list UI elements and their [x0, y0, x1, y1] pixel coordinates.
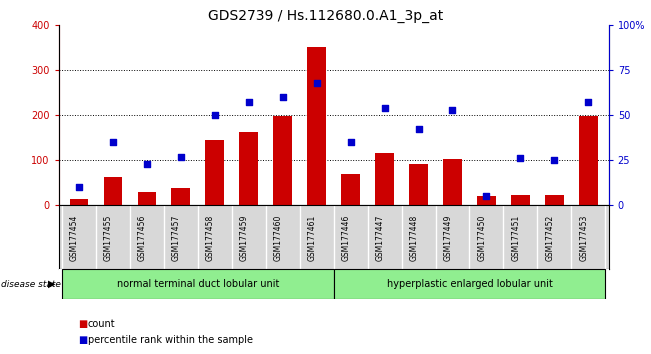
Text: GSM177448: GSM177448 — [409, 215, 419, 261]
Bar — [545, 195, 564, 205]
Text: GSM177447: GSM177447 — [376, 215, 385, 261]
Text: GSM177456: GSM177456 — [138, 215, 147, 261]
Point — [277, 94, 288, 100]
Bar — [104, 177, 122, 205]
Point — [549, 157, 560, 163]
Bar — [333, 269, 605, 299]
Text: GSM177455: GSM177455 — [104, 215, 113, 261]
Text: GSM177452: GSM177452 — [546, 215, 555, 261]
Bar — [375, 153, 394, 205]
Bar — [62, 269, 333, 299]
Text: GSM177446: GSM177446 — [342, 215, 351, 261]
Text: ■: ■ — [78, 335, 87, 345]
Bar — [511, 195, 530, 205]
Text: hyperplastic enlarged lobular unit: hyperplastic enlarged lobular unit — [387, 279, 553, 289]
Text: GSM177460: GSM177460 — [273, 215, 283, 261]
Text: ■: ■ — [78, 319, 87, 329]
Point — [380, 105, 390, 111]
Text: GDS2739 / Hs.112680.0.A1_3p_at: GDS2739 / Hs.112680.0.A1_3p_at — [208, 9, 443, 23]
Point — [176, 154, 186, 159]
Point — [243, 99, 254, 105]
Text: ▶: ▶ — [48, 279, 55, 289]
Bar — [443, 159, 462, 205]
Text: GSM177450: GSM177450 — [477, 215, 486, 261]
Point — [447, 107, 458, 113]
Point — [142, 161, 152, 167]
Bar — [137, 192, 156, 205]
Point — [107, 139, 118, 145]
Bar — [579, 116, 598, 205]
Bar — [273, 116, 292, 205]
Bar — [307, 47, 326, 205]
Text: GSM177457: GSM177457 — [172, 215, 181, 261]
Text: count: count — [88, 319, 115, 329]
Bar — [240, 132, 258, 205]
Point — [74, 184, 84, 190]
Point — [515, 155, 525, 161]
Text: GSM177458: GSM177458 — [206, 215, 215, 261]
Point — [346, 139, 356, 145]
Bar — [70, 199, 89, 205]
Text: GSM177453: GSM177453 — [579, 215, 589, 261]
Bar — [477, 196, 496, 205]
Bar — [341, 174, 360, 205]
Text: disease state: disease state — [1, 280, 61, 289]
Bar — [409, 164, 428, 205]
Text: percentile rank within the sample: percentile rank within the sample — [88, 335, 253, 345]
Text: GSM177461: GSM177461 — [308, 215, 316, 261]
Bar — [206, 140, 224, 205]
Text: GSM177449: GSM177449 — [443, 215, 452, 261]
Point — [583, 99, 594, 105]
Point — [311, 80, 322, 85]
Bar — [171, 188, 190, 205]
Text: GSM177451: GSM177451 — [512, 215, 520, 261]
Text: GSM177459: GSM177459 — [240, 215, 249, 261]
Text: normal terminal duct lobular unit: normal terminal duct lobular unit — [117, 279, 279, 289]
Text: GSM177454: GSM177454 — [70, 215, 79, 261]
Point — [210, 112, 220, 118]
Point — [413, 127, 424, 132]
Point — [481, 193, 492, 199]
